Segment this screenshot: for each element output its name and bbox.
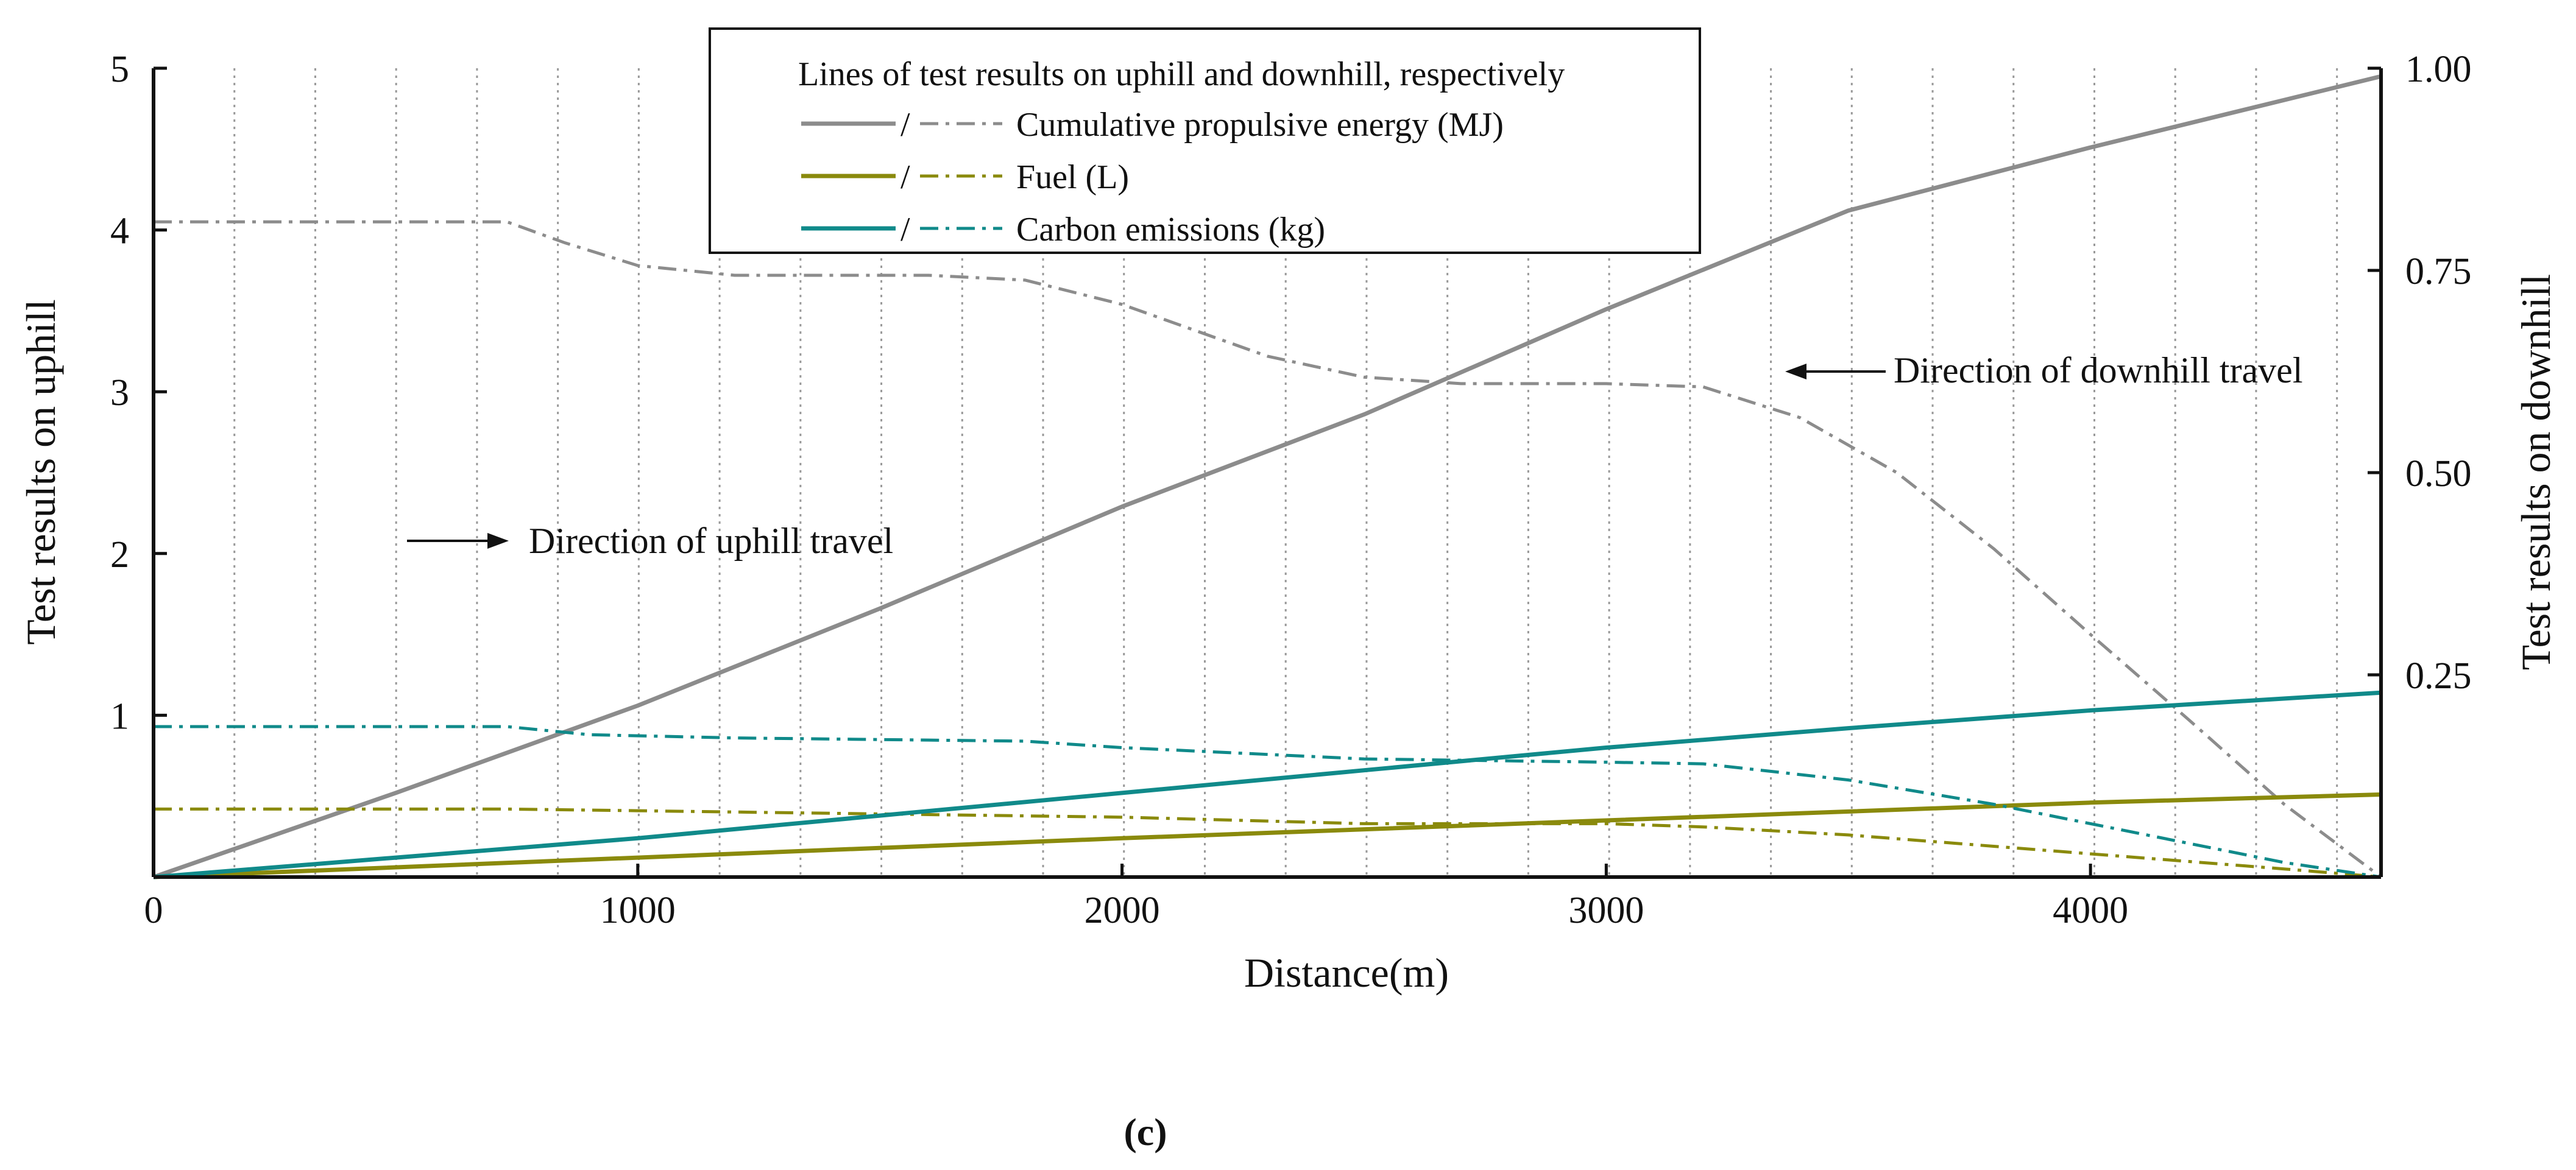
y-left-tick-label: 2: [110, 534, 129, 576]
legend-separator: /: [901, 211, 910, 248]
y-right-tick-label: 0.50: [2405, 453, 2472, 495]
y-right-tick-label: 1.00: [2405, 49, 2472, 90]
series-line: [153, 690, 2382, 879]
legend-entry-label: Cumulative propulsive energy (MJ): [1016, 106, 1504, 144]
legend: Lines of test results on uphill and down…: [709, 27, 1701, 254]
x-tick-label: 2000: [1085, 890, 1160, 931]
legend-box: [709, 27, 1701, 254]
annotation-downhill: Direction of downhill travel: [1785, 350, 2302, 390]
arrow-left-head-icon: [1785, 364, 1806, 379]
x-tick-label: 4000: [2053, 890, 2128, 931]
legend-separator: /: [901, 158, 910, 196]
annotation-uphill-text: Direction of uphill travel: [529, 521, 893, 561]
series-line: [154, 807, 2382, 879]
series-lines: [152, 74, 2382, 879]
x-tick-label: 3000: [1568, 890, 1644, 931]
y-right-axis-title: Test results on downhill: [2513, 274, 2559, 671]
x-tick-label: 1000: [600, 890, 676, 931]
series-line: [154, 725, 2382, 879]
annotation-downhill-text: Direction of downhill travel: [1894, 350, 2302, 390]
arrow-right-head-icon: [487, 533, 509, 549]
y-right-tick-label: 0.75: [2405, 251, 2472, 292]
y-left-tick-label: 4: [110, 211, 129, 252]
y-left-tick-label: 1: [110, 696, 129, 737]
x-tick-label: 0: [144, 890, 163, 931]
legend-entry-label: Fuel (L): [1016, 158, 1129, 196]
y-left-tick-label: 3: [110, 372, 129, 414]
legend-title: Lines of test results on uphill and down…: [798, 55, 1565, 93]
legend-separator: /: [901, 106, 910, 144]
x-axis-title: Distance(m): [1244, 950, 1449, 996]
series-line: [153, 792, 2382, 879]
y-right-tick-label: 0.25: [2405, 655, 2472, 697]
y-left-axis-title: Test results on uphill: [18, 299, 64, 645]
series-line: [152, 74, 2382, 879]
annotation-uphill: Direction of uphill travel: [407, 521, 893, 561]
panel-label: (c): [1123, 1110, 1167, 1154]
tick-labels: 0 1000 2000 3000 4000 1 2 3 4 5 0.25 0.50 0.75 1.00: [110, 49, 2472, 931]
series-line: [154, 220, 2382, 878]
legend-entry-label: Carbon emissions (kg): [1016, 211, 1325, 248]
y-left-tick-label: 5: [110, 49, 129, 90]
legend-entries: / Cumulative propulsive energy (MJ) / Fuel …: [801, 106, 1504, 248]
